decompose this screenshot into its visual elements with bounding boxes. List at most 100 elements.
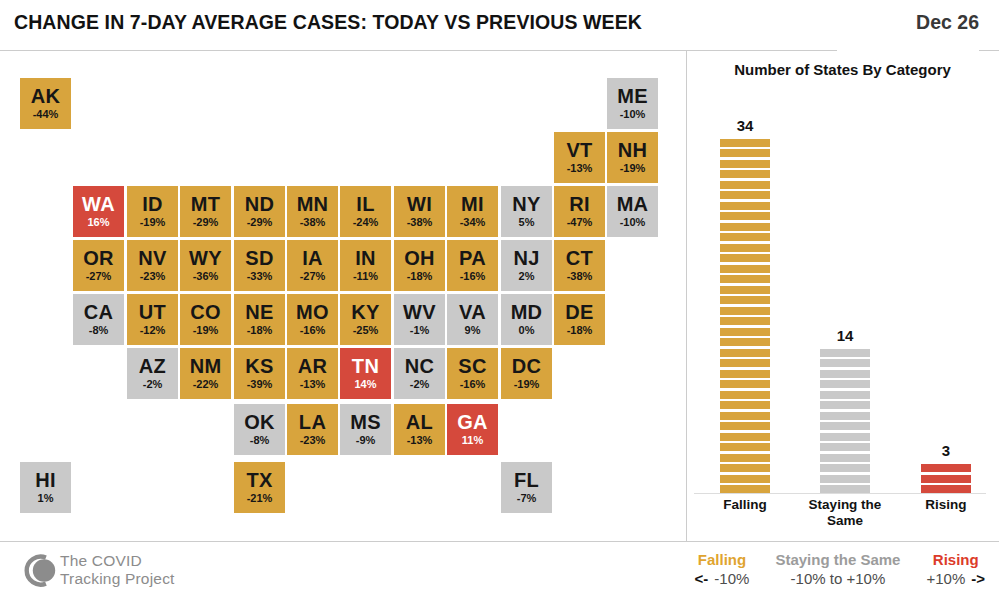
bar-unit-segment	[720, 233, 770, 241]
header-divider-right	[979, 50, 999, 51]
covid-change-graphic: CHANGE IN 7-DAY AVERAGE CASES: TODAY VS …	[0, 0, 999, 599]
state-value: -27%	[86, 269, 112, 283]
bar-unit-segment	[720, 181, 770, 189]
state-abbr: MA	[617, 194, 649, 215]
state-value: -8%	[89, 323, 109, 337]
state-value: 11%	[462, 433, 483, 447]
state-abbr: KY	[351, 302, 379, 323]
state-abbr: AZ	[139, 356, 166, 377]
state-abbr: FL	[514, 470, 539, 491]
footer-divider	[0, 541, 999, 542]
bar-unit-segment	[720, 359, 770, 367]
legend-same-label: Staying the Same	[775, 551, 900, 569]
state-abbr: GA	[457, 412, 488, 433]
state-abbr: MD	[511, 302, 543, 323]
state-abbr: AR	[298, 356, 328, 377]
bar-unit-segment	[720, 317, 770, 325]
state-value: 9%	[465, 323, 481, 337]
bar-unit-segment	[720, 349, 770, 357]
bar-unit-segment	[820, 391, 870, 399]
bar-unit-segment	[820, 380, 870, 388]
state-value: -10%	[620, 215, 646, 229]
state-abbr: IN	[355, 248, 376, 269]
state-tile-dc: DC-19%	[501, 348, 552, 399]
state-abbr: CA	[84, 302, 114, 323]
bar-unit-segment	[720, 275, 770, 283]
state-tile-nj: NJ2%	[501, 240, 552, 291]
state-tile-ne: NE-18%	[234, 294, 285, 345]
state-abbr: IL	[356, 194, 374, 215]
state-value: 5%	[519, 215, 535, 229]
state-tile-il: IL-24%	[340, 186, 391, 237]
state-value: -38%	[567, 269, 593, 283]
state-value: -16%	[300, 323, 326, 337]
state-value: -29%	[247, 215, 273, 229]
state-abbr: KS	[245, 356, 273, 377]
state-tile-wa: WA16%	[73, 186, 124, 237]
state-tile-md: MD0%	[501, 294, 552, 345]
bar-unit-segment	[720, 443, 770, 451]
panel-divider	[686, 50, 687, 541]
state-tile-ny: NY5%	[501, 186, 552, 237]
state-abbr: IA	[302, 248, 323, 269]
bar-unit-segment	[720, 475, 770, 483]
state-abbr: ID	[142, 194, 163, 215]
state-abbr: NH	[618, 140, 648, 161]
state-value: -8%	[250, 433, 270, 447]
state-value: -38%	[300, 215, 326, 229]
state-tile-in: IN-11%	[340, 240, 391, 291]
brand-line-1: The COVID	[60, 552, 175, 570]
state-tile-az: AZ-2%	[127, 348, 178, 399]
bar-unit-segment	[720, 370, 770, 378]
bar-unit-segment	[720, 212, 770, 220]
state-tile-ut: UT-12%	[127, 294, 178, 345]
state-tile-mo: MO-16%	[287, 294, 338, 345]
bar-label-falling: Falling	[690, 497, 800, 513]
legend-item-rising: Rising +10%->	[926, 551, 985, 588]
bar-unit-segment	[921, 464, 971, 472]
state-abbr: VT	[566, 140, 592, 161]
state-tile-ct: CT-38%	[554, 240, 605, 291]
state-value: -11%	[353, 269, 378, 283]
state-value: -18%	[567, 323, 593, 337]
legend-item-staying-the-same: Staying the Same -10% to +10%	[775, 551, 900, 588]
state-tile-ca: CA-8%	[73, 294, 124, 345]
bar-falling	[720, 139, 770, 494]
state-value: -27%	[300, 269, 326, 283]
state-abbr: OR	[83, 248, 114, 269]
state-abbr: WV	[403, 302, 436, 323]
bar-unit-segment	[820, 412, 870, 420]
state-value: -38%	[407, 215, 433, 229]
state-abbr: WY	[189, 248, 222, 269]
bar-unit-segment	[720, 391, 770, 399]
state-abbr: LA	[299, 412, 326, 433]
state-value: -10%	[620, 107, 646, 121]
state-value: -13%	[567, 161, 593, 175]
legend: Falling <--10% Staying the Same -10% to …	[695, 551, 985, 588]
state-tile-me: ME-10%	[607, 78, 658, 129]
state-abbr: NM	[190, 356, 222, 377]
state-value: -2%	[143, 377, 163, 391]
state-value: 16%	[87, 215, 109, 229]
bar-unit-segment	[720, 223, 770, 231]
state-tile-tx: TX-21%	[234, 462, 285, 513]
state-value: -19%	[193, 323, 219, 337]
state-abbr: OH	[404, 248, 435, 269]
state-tile-pa: PA-16%	[447, 240, 498, 291]
state-value: -19%	[140, 215, 166, 229]
bar-unit-segment	[820, 370, 870, 378]
state-abbr: ND	[245, 194, 275, 215]
state-value: -19%	[514, 377, 540, 391]
state-value: -22%	[193, 377, 219, 391]
state-value: -18%	[247, 323, 273, 337]
state-tile-or: OR-27%	[73, 240, 124, 291]
state-abbr: HI	[35, 470, 56, 491]
state-tile-ks: KS-39%	[234, 348, 285, 399]
bar-value-rising: 3	[891, 442, 999, 459]
state-tile-co: CO-19%	[180, 294, 231, 345]
bar-unit-segment	[720, 244, 770, 252]
state-value: -2%	[410, 377, 430, 391]
state-tile-ga: GA11%	[447, 404, 498, 455]
state-value: -13%	[407, 433, 433, 447]
state-tile-oh: OH-18%	[394, 240, 445, 291]
